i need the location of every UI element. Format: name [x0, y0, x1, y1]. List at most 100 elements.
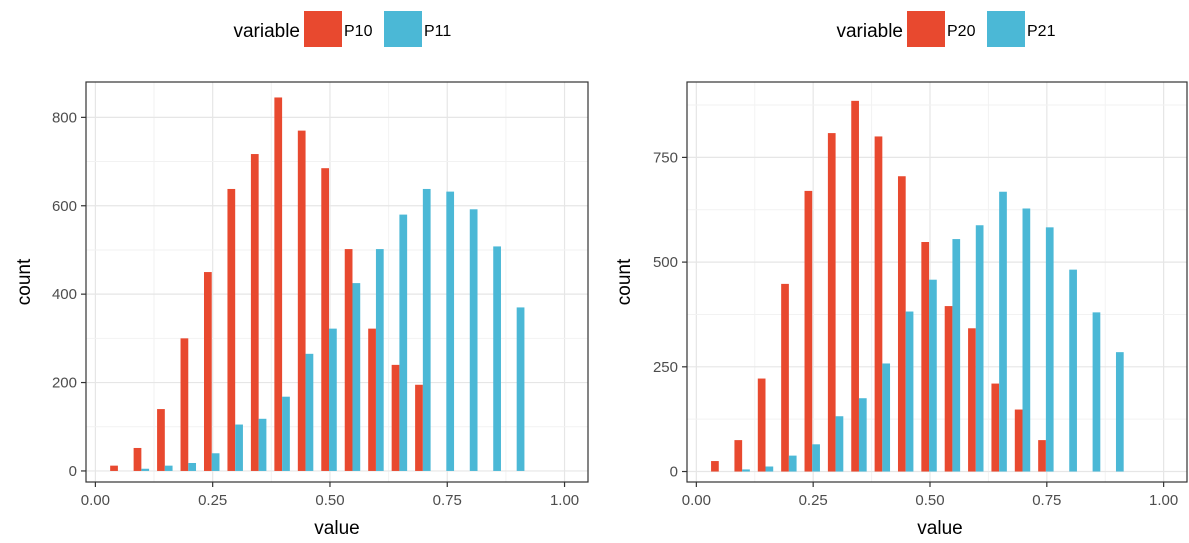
x-axis-label-left: value [314, 518, 359, 539]
bar-p20 [827, 133, 836, 472]
bar-p20 [968, 328, 976, 472]
y-tick-label: 250 [653, 359, 678, 376]
bars-right [711, 100, 1124, 472]
x-tick-label: 0.25 [198, 492, 227, 509]
legend-right: variable P20 P21 [836, 11, 1056, 47]
bar-p21 [905, 311, 914, 472]
x-tick-label: 1.00 [550, 492, 579, 509]
bar-p21 [929, 279, 937, 472]
bar-p20 [851, 100, 859, 472]
bar-p21 [952, 239, 961, 472]
y-axis-label-left: count [14, 258, 35, 305]
legend-title: variable [233, 21, 300, 42]
x-tick-label: 0.00 [81, 492, 110, 509]
x-tick-label: 0.25 [799, 492, 828, 509]
grid-left [86, 82, 588, 482]
bar-p10 [368, 328, 376, 471]
bar-p21 [882, 363, 891, 472]
bar-p10 [250, 154, 259, 471]
bar-p11 [375, 249, 384, 471]
bar-p20 [734, 440, 743, 472]
x-tick-label: 0.75 [433, 492, 462, 509]
bar-p11 [399, 214, 408, 471]
y-tick-label: 500 [653, 254, 678, 271]
bar-p20 [781, 283, 789, 472]
legend-key-p10 [304, 11, 342, 47]
bar-p10 [157, 409, 165, 471]
bar-p20 [897, 176, 906, 472]
x-tick-label: 0.00 [682, 492, 711, 509]
axis-ticks-left: 0.00 0.25 0.50 0.75 1.00 0 200 400 600 800 [52, 109, 579, 509]
y-axis-label-right: count [614, 258, 635, 305]
bar-p20 [991, 383, 1000, 472]
bar-p10 [274, 97, 283, 471]
bar-p10 [297, 130, 306, 471]
bar-p11 [446, 191, 455, 471]
bar-p21 [858, 398, 867, 472]
y-tick-label: 750 [653, 149, 678, 166]
bar-p11 [493, 246, 501, 471]
panel-border-right [686, 81, 1188, 483]
bar-p21 [835, 416, 844, 472]
bar-p20 [804, 190, 813, 472]
bar-p11 [305, 353, 314, 471]
bar-p21 [812, 444, 820, 472]
bar-p21 [999, 191, 1007, 472]
chart-left: variable P10 P11 0.00 0.25 0.50 0.75 1.00 0 20… [14, 11, 589, 539]
bars-left [110, 97, 525, 471]
legend-key-p11 [384, 11, 422, 47]
bar-p11 [188, 462, 197, 471]
legend-label-p11: P11 [424, 23, 451, 40]
bar-p10 [321, 168, 330, 471]
bar-p21 [1022, 208, 1031, 472]
y-tick-label: 0 [69, 463, 77, 480]
y-tick-label: 0 [670, 464, 678, 481]
bar-p21 [1115, 352, 1124, 472]
bar-p11 [352, 283, 361, 471]
axis-ticks-right: 0.00 0.25 0.50 0.75 1.00 0 250 500 750 [653, 149, 1178, 509]
bar-p20 [921, 242, 930, 472]
bar-p20 [711, 461, 719, 472]
bar-p20 [944, 306, 953, 472]
bar-p21 [975, 225, 984, 472]
bar-p10 [227, 188, 236, 471]
bar-p20 [757, 378, 766, 472]
legend-key-p20 [907, 11, 945, 47]
legend-left: variable P10 P11 [233, 11, 451, 47]
bar-p11 [282, 396, 290, 471]
bar-p11 [258, 418, 267, 471]
bar-p11 [164, 465, 173, 471]
legend-label-p21: P21 [1027, 23, 1056, 40]
panel-border-left [85, 81, 589, 483]
bar-p11 [235, 424, 243, 471]
chart-right: variable P20 P21 0.00 0.25 0.50 0.75 1.00 0 25… [614, 11, 1188, 539]
legend-label-p20: P20 [947, 23, 976, 40]
y-tick-label: 400 [52, 286, 77, 303]
legend-label-p10: P10 [344, 23, 373, 40]
bar-p11 [422, 188, 431, 471]
bar-p10 [203, 272, 212, 471]
bar-p10 [415, 384, 423, 471]
bar-p11 [329, 328, 337, 471]
bar-p10 [110, 465, 118, 471]
bar-p20 [1014, 409, 1023, 472]
bar-p21 [765, 466, 774, 472]
x-tick-label: 1.00 [1149, 492, 1178, 509]
legend-title: variable [836, 21, 903, 42]
bar-p20 [874, 136, 883, 472]
bar-p11 [211, 453, 220, 471]
bar-p10 [180, 338, 189, 471]
y-tick-label: 800 [52, 109, 77, 126]
bar-p21 [788, 455, 797, 472]
y-tick-label: 600 [52, 198, 77, 215]
legend-key-p21 [987, 11, 1025, 47]
bar-p11 [141, 468, 150, 471]
x-tick-label: 0.50 [915, 492, 944, 509]
bar-p21 [742, 469, 750, 472]
x-axis-label-right: value [917, 518, 962, 539]
bar-p21 [1092, 312, 1101, 472]
bar-p21 [1069, 269, 1077, 472]
bar-p10 [391, 364, 400, 471]
bar-p11 [516, 307, 525, 471]
bar-p11 [469, 209, 478, 471]
